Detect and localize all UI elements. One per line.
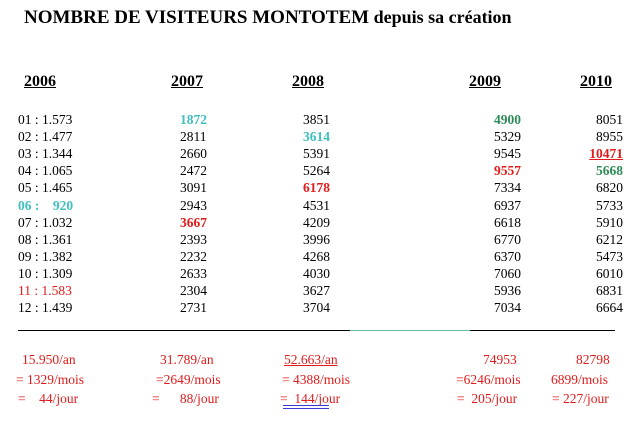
year-header-2009: 2009 (469, 73, 501, 90)
total-2010-month: 6899/mois (551, 372, 609, 387)
cell-2006-month-8: 08 : 1.361 (18, 231, 73, 247)
cell-2009-month-3: 9545 (494, 146, 521, 162)
cell-2008-month-3: 5391 (303, 146, 330, 162)
cell-2010-month-12: 6664 (596, 300, 623, 316)
cell-2007-month-3: 2660 (180, 146, 207, 162)
double-underline-bottom (283, 408, 329, 409)
title-main: NOMBRE DE VISITEURS MONTOTEM (24, 7, 370, 28)
total-2010-year: 82798 (576, 352, 610, 367)
cell-2008-month-6: 4531 (303, 197, 330, 213)
cell-2009-month-8: 6770 (494, 231, 521, 247)
cell-2009-month-4: 9557 (494, 163, 521, 179)
page-title: NOMBRE DE VISITEURS MONTOTEM depuis sa c… (24, 7, 624, 29)
cell-2010-month-4: 5668 (596, 163, 623, 179)
cell-2010-month-6: 5733 (596, 197, 623, 213)
cell-2006-month-5: 05 : 1.465 (18, 180, 73, 196)
cell-2010-month-2: 8955 (596, 129, 623, 145)
cell-2006-month-11: 11 : 1.583 (18, 283, 72, 298)
cell-2008-month-2: 3614 (303, 129, 330, 145)
cell-2009-month-11: 5936 (494, 283, 521, 298)
cell-2009-month-2: 5329 (494, 129, 521, 145)
cell-2006-month-2: 02 : 1.477 (18, 129, 73, 145)
cell-2010-month-5: 6820 (596, 180, 623, 196)
cell-2008-month-7: 4209 (303, 214, 330, 230)
total-2007-day: = 88/jour (152, 391, 219, 406)
cell-2009-month-12: 7034 (494, 300, 521, 316)
cell-2007-month-1: 1872 (180, 112, 207, 127)
cell-2008-month-1: 3851 (303, 112, 330, 127)
cell-2007-month-7: 3667 (180, 214, 207, 230)
cell-2006-month-10: 10 : 1.309 (18, 265, 73, 281)
cell-2009-month-1: 4900 (494, 112, 521, 127)
total-line-teal (350, 330, 470, 331)
cell-2006-month-4: 04 : 1.065 (18, 163, 73, 179)
cell-2010-month-9: 5473 (596, 248, 623, 264)
cell-2007-month-2: 2811 (180, 129, 207, 145)
total-2009-day: = 205/jour (457, 391, 518, 406)
total-2006-month: = 1329/mois (16, 372, 84, 387)
cell-2006-month-9: 09 : 1.382 (18, 248, 73, 264)
cell-2006-month-12: 12 : 1.439 (18, 300, 73, 316)
total-2009-month: =6246/mois (456, 372, 521, 387)
cell-2007-month-5: 3091 (180, 180, 207, 196)
total-2006-day: = 44/jour (18, 391, 79, 406)
cell-2009-month-5: 7334 (494, 180, 521, 196)
cell-2010-month-8: 6212 (596, 231, 623, 247)
cell-2008-month-9: 4268 (303, 248, 330, 264)
double-underline-top (283, 405, 329, 406)
cell-2007-month-11: 2304 (180, 283, 207, 298)
cell-2007-month-10: 2633 (180, 265, 207, 281)
total-2008-year: 52.663/an (284, 352, 338, 367)
cell-2007-month-12: 2731 (180, 300, 207, 316)
cell-2010-month-11: 6831 (596, 283, 623, 298)
cell-2008-month-11: 3627 (303, 283, 330, 298)
total-2009-year: 74953 (483, 352, 517, 367)
total-2006-year: 15.950/an (22, 352, 76, 367)
cell-2006-month-7: 07 : 1.032 (18, 214, 73, 230)
cell-2008-month-12: 3704 (303, 300, 330, 316)
cell-2007-month-8: 2393 (180, 231, 207, 247)
cell-2008-month-5: 6178 (303, 180, 330, 196)
cell-2006-month-6: 06 : 920 (18, 197, 74, 213)
cell-2009-month-10: 7060 (494, 265, 521, 281)
total-line-2008 (280, 330, 350, 331)
cell-2006-month-1: 01 : 1.573 (18, 112, 73, 127)
cell-2009-month-9: 6370 (494, 248, 521, 264)
cell-2007-month-9: 2232 (180, 248, 207, 264)
year-header-2010: 2010 (580, 73, 612, 90)
cell-2010-month-7: 5910 (596, 214, 623, 230)
cell-2008-month-4: 5264 (303, 163, 330, 179)
cell-2007-month-4: 2472 (180, 163, 207, 179)
total-2007-year: 31.789/an (160, 352, 214, 367)
year-header-2007: 2007 (171, 73, 203, 90)
total-2007-month: =2649/mois (156, 372, 221, 387)
total-2008-day: = 144/jour (280, 391, 341, 406)
total-2008-month: = 4388/mois (282, 372, 350, 387)
total-line-2007 (160, 330, 280, 331)
cell-2010-month-10: 6010 (596, 265, 623, 281)
total-2010-day: = 227/jour (552, 391, 609, 406)
total-line-2009-2010 (470, 330, 615, 331)
title-suffix: depuis sa création (369, 7, 512, 27)
cell-2009-month-7: 6618 (494, 214, 521, 230)
year-header-2008: 2008 (292, 73, 324, 90)
total-line-2006 (18, 330, 208, 331)
cell-2008-month-8: 3996 (303, 231, 330, 247)
cell-2010-month-1: 8051 (596, 112, 623, 127)
cell-2009-month-6: 6937 (494, 197, 521, 213)
year-header-2006: 2006 (24, 73, 56, 90)
cell-2010-month-3: 10471 (589, 146, 623, 162)
cell-2006-month-3: 03 : 1.344 (18, 146, 73, 162)
cell-2008-month-10: 4030 (303, 265, 330, 281)
cell-2007-month-6: 2943 (180, 197, 207, 213)
